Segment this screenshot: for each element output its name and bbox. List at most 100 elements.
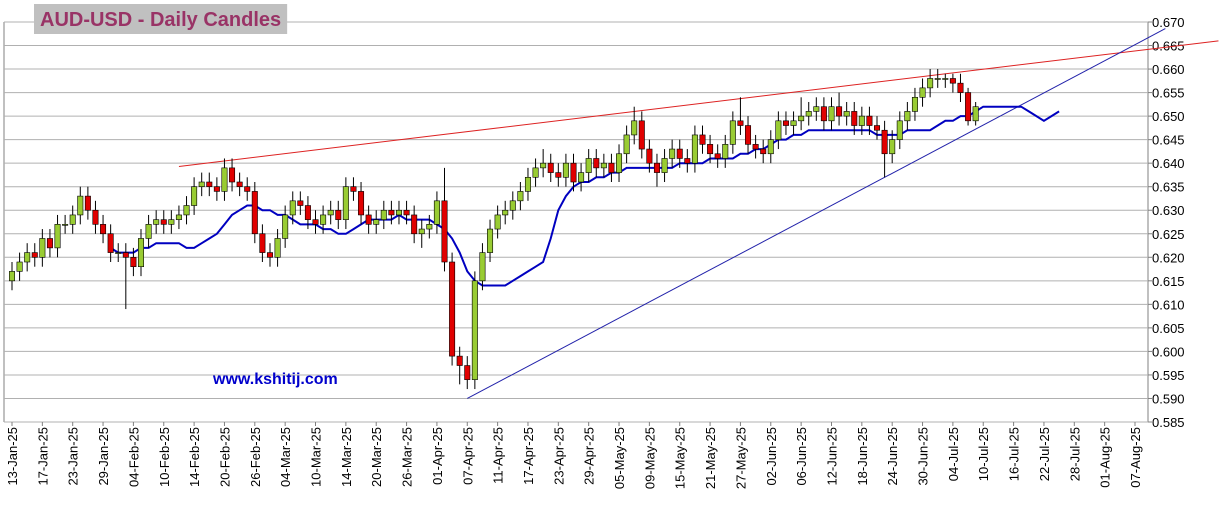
candle-body	[684, 158, 691, 164]
x-tick-label: 07-Aug-25	[1128, 427, 1143, 488]
y-tick-label: 0.610	[1152, 297, 1185, 312]
candle-body	[471, 280, 478, 380]
candle-body	[54, 224, 61, 249]
candle-body	[828, 106, 835, 122]
candle-body	[631, 120, 638, 136]
candle-body	[244, 186, 251, 192]
candle-body	[502, 209, 509, 216]
candle-body	[805, 111, 812, 117]
candle-body	[524, 176, 531, 192]
candle-body	[562, 162, 569, 178]
x-tick-label: 29-Apr-25	[582, 427, 597, 485]
candle-body	[433, 200, 440, 225]
candle-body	[699, 134, 706, 145]
candle-body	[84, 195, 91, 211]
x-tick-label: 04-Feb-25	[126, 427, 141, 487]
candle-body	[168, 219, 175, 225]
x-tick-label: 20-Mar-25	[369, 427, 384, 487]
candle-body	[304, 205, 311, 220]
x-tick-label: 10-Jul-25	[976, 427, 991, 481]
candle-body	[714, 153, 721, 159]
y-tick-label: 0.630	[1152, 203, 1185, 218]
candle-body	[426, 224, 433, 230]
candle-body	[722, 144, 729, 159]
candle-body	[213, 186, 220, 192]
candle-body	[798, 115, 805, 122]
candle-body	[547, 162, 554, 173]
x-tick-label: 21-May-25	[703, 427, 718, 489]
x-tick-label: 30-Jun-25	[916, 427, 931, 486]
candle-body	[122, 252, 129, 258]
x-tick-label: 16-Jul-25	[1007, 427, 1022, 481]
x-tick-label: 11-Apr-25	[491, 427, 506, 484]
candle-body	[449, 261, 456, 357]
y-tick-label: 0.670	[1152, 15, 1185, 30]
candle-body	[373, 219, 380, 225]
candle-body	[395, 209, 402, 216]
candle-body	[380, 209, 387, 220]
candle-body	[600, 162, 607, 169]
x-tick-label: 13-Jan-25	[5, 427, 20, 486]
candle-body	[206, 181, 213, 188]
candle-body	[767, 139, 774, 155]
x-tick-label: 27-May-25	[733, 427, 748, 489]
candle-body	[874, 125, 881, 131]
candle-body	[388, 209, 395, 216]
x-tick-label: 26-Mar-25	[400, 427, 415, 487]
y-tick-label: 0.625	[1152, 227, 1185, 242]
candle-body	[775, 120, 782, 140]
y-tick-label: 0.655	[1152, 86, 1185, 101]
x-tick-label: 24-Jun-25	[885, 427, 900, 486]
candle-body	[335, 209, 342, 220]
candle-body	[949, 78, 956, 84]
candle-body	[183, 205, 190, 216]
candle-body	[729, 120, 736, 145]
candle-body	[532, 167, 539, 178]
candle-body	[851, 111, 858, 126]
title-background	[34, 4, 288, 34]
candle-body	[229, 167, 236, 183]
candle-body	[31, 252, 38, 258]
candle-body	[198, 181, 205, 188]
candle-body	[896, 120, 903, 140]
candle-body	[813, 106, 820, 112]
x-tick-label: 07-Apr-25	[460, 427, 475, 485]
candle-body	[616, 153, 623, 173]
candle-body	[957, 82, 964, 93]
candle-body	[517, 191, 524, 202]
candle-body	[707, 144, 714, 155]
marks	[9, 28, 1219, 399]
x-tick-label: 10-Mar-25	[309, 427, 324, 487]
x-tick-label: 17-Jan-25	[35, 427, 50, 486]
trendline	[467, 28, 1166, 399]
candle-body	[934, 78, 941, 80]
candle-body	[411, 214, 418, 235]
y-tick-label: 0.615	[1152, 274, 1185, 289]
candle-body	[555, 172, 562, 178]
candle-body	[745, 125, 752, 145]
y-tick-label: 0.635	[1152, 180, 1185, 195]
candle-body	[972, 106, 979, 122]
x-tick-label: 02-Jun-25	[764, 427, 779, 486]
candle-body	[676, 148, 683, 159]
candle-body	[881, 129, 888, 155]
candle-body	[115, 252, 122, 254]
candle-body	[927, 78, 934, 89]
candle-body	[585, 158, 592, 173]
candle-body	[92, 209, 99, 225]
candle-body	[487, 228, 494, 253]
candle-body	[342, 186, 349, 220]
x-tick-label: 14-Feb-25	[187, 427, 202, 487]
candle-body	[282, 214, 289, 239]
candle-body	[866, 115, 873, 126]
candle-body	[39, 238, 46, 258]
candle-body	[608, 162, 615, 173]
candle-body	[312, 219, 319, 225]
candle-body	[418, 228, 425, 235]
candle-body	[456, 355, 463, 366]
candle-body	[942, 78, 949, 80]
x-tick-label: 23-Apr-25	[551, 427, 566, 485]
x-tick-label: 29-Jan-25	[96, 427, 111, 486]
candle-body	[259, 233, 266, 253]
